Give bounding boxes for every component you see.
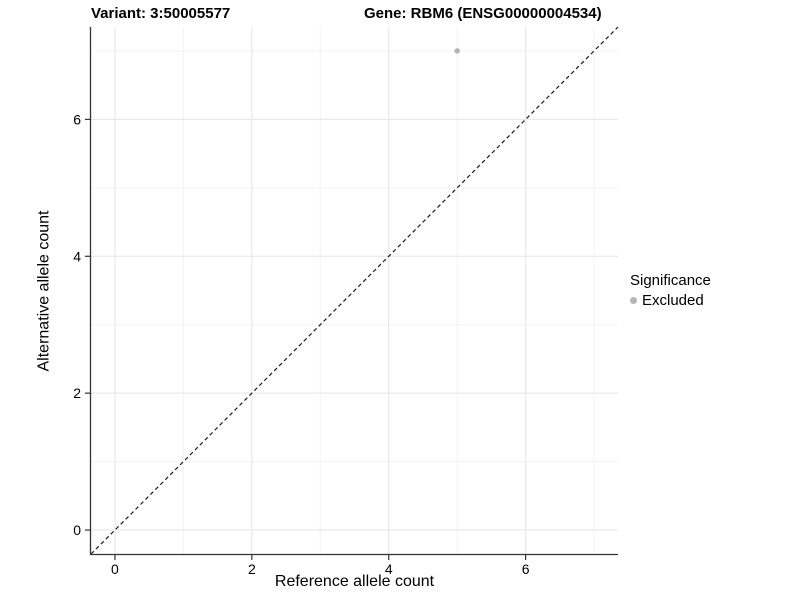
x-tick-label: 2: [248, 561, 256, 577]
y-tick-label: 4: [73, 248, 81, 264]
legend-item-excluded: Excluded: [630, 292, 711, 309]
y-tick-label: 6: [73, 111, 81, 127]
identity-reference-line: [90, 26, 619, 555]
x-tick-label: 4: [385, 561, 393, 577]
legend: Significance Excluded: [630, 272, 711, 309]
y-axis-title: Alternative allele count: [35, 210, 53, 371]
legend-item-label: Excluded: [642, 292, 704, 309]
y-axis-title-box: Alternative allele count: [34, 27, 54, 554]
x-tick-label: 6: [522, 561, 530, 577]
y-tick-label: 0: [73, 522, 81, 538]
legend-key-dot-icon: [630, 297, 637, 304]
data-point: [454, 48, 460, 54]
plot-title-variant: Variant: 3:50005577: [91, 5, 231, 22]
x-axis-title: Reference allele count: [274, 573, 435, 590]
plot-title-gene: Gene: RBM6 (ENSG00000004534): [364, 5, 602, 22]
y-tick-label: 2: [73, 385, 81, 401]
legend-title: Significance: [630, 272, 711, 289]
x-tick-label: 0: [111, 561, 119, 577]
